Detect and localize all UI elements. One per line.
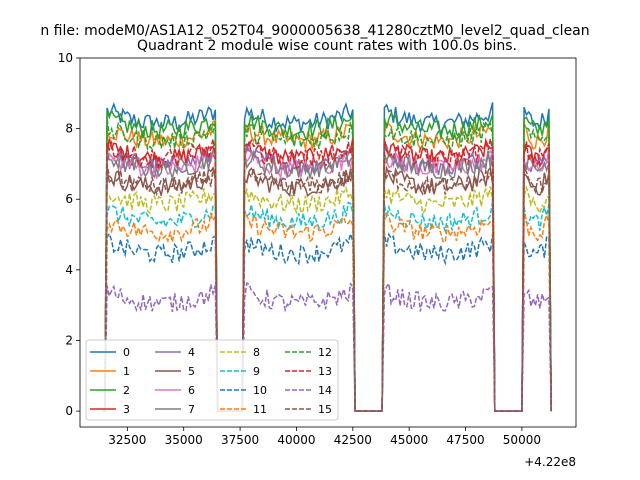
legend-label-2: 2 [123,384,130,397]
legend-label-11: 11 [253,403,267,416]
legend-label-4: 4 [188,346,195,359]
series-line-11 [102,210,552,412]
y-tick-label: 8 [65,122,73,136]
y-tick-label: 2 [65,333,73,347]
series-line-9 [102,201,552,412]
series-line-3 [102,137,552,412]
chart-title: Quadrant 2 module wise count rates with … [137,38,517,54]
legend-label-7: 7 [188,403,195,416]
x-tick-label: 37500 [221,433,259,447]
x-tick-label: 47500 [446,433,484,447]
legend-label-9: 9 [253,365,260,378]
figure-suptitle: n file: modeM0/AS1A12_052T04_9000005638_… [40,23,589,39]
x-tick-label: 40000 [277,433,315,447]
x-tick-label: 45000 [390,433,428,447]
legend-label-10: 10 [253,384,267,397]
series-line-8 [102,184,552,412]
series-line-15 [102,164,552,412]
legend-label-8: 8 [253,346,260,359]
x-offset-label: +4.22e8 [524,455,576,469]
series-line-12 [102,119,552,412]
series-line-10 [102,231,552,412]
legend-label-1: 1 [123,365,130,378]
series-line-1 [102,119,552,412]
x-tick-label: 42500 [334,433,372,447]
legend-label-6: 6 [188,384,195,397]
series-line-2 [102,108,552,412]
x-axis: 32500 35000 37500 40000 42500 45000 47500 50000 [108,427,541,447]
series-line-13 [102,138,552,412]
legend-label-13: 13 [318,365,332,378]
legend-label-15: 15 [318,403,332,416]
series-line-14 [102,281,552,412]
legend-label-14: 14 [318,384,332,397]
y-tick-label: 0 [65,404,73,418]
legend-label-0: 0 [123,346,130,359]
y-tick-label: 6 [65,192,73,206]
y-tick-label: 10 [58,51,73,65]
x-tick-label: 50000 [503,433,541,447]
plot-lines [102,101,552,412]
legend-label-3: 3 [123,403,130,416]
x-tick-label: 32500 [108,433,146,447]
legend-label-12: 12 [318,346,332,359]
x-tick-label: 35000 [165,433,203,447]
series-line-7 [102,149,552,412]
legend-label-5: 5 [188,365,195,378]
legend-box [85,339,339,421]
y-tick-label: 4 [65,263,73,277]
plot-frame [79,57,577,428]
y-axis: 0 2 4 6 8 10 [58,51,80,418]
